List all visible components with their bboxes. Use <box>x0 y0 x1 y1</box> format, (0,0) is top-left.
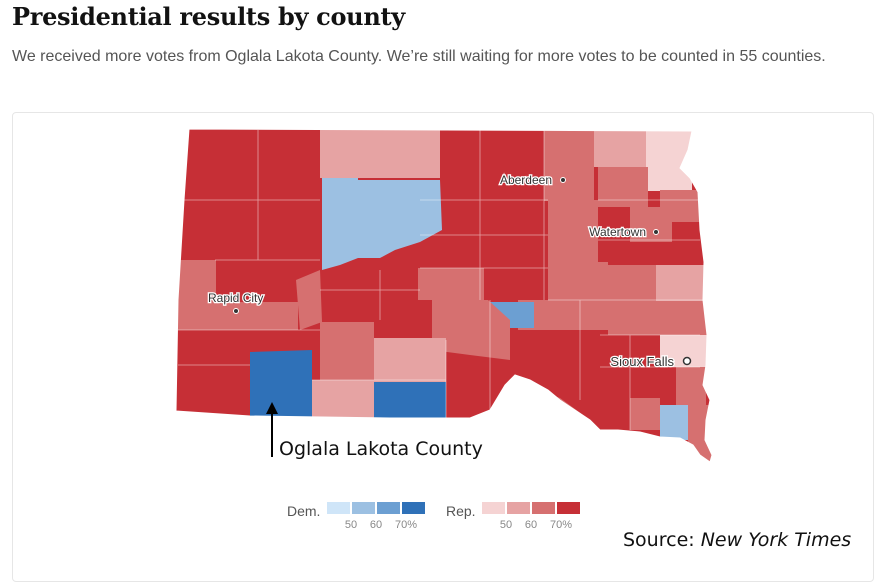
legend-dem-label: Dem. <box>287 503 321 519</box>
county-meade-west <box>178 260 216 302</box>
county-dewey <box>358 180 442 258</box>
county-lincoln <box>676 367 706 405</box>
county-spink <box>548 200 598 262</box>
county-moody <box>644 301 680 335</box>
county-codington <box>630 207 672 242</box>
county-brule <box>432 300 510 360</box>
legend-dem-tick-60: 60 <box>369 519 383 531</box>
county-bennett <box>312 380 376 420</box>
page-subtitle: We received more votes from Oglala Lakot… <box>12 48 826 65</box>
legend-swatch-rep-3 <box>532 502 555 514</box>
county-lyman <box>374 338 446 382</box>
county-union-east <box>688 405 712 462</box>
city-dot-sioux-falls <box>682 356 692 366</box>
city-aberdeen: Aberdeen <box>499 172 566 188</box>
legend-swatch-rep-4 <box>557 502 580 514</box>
county-day <box>598 167 648 207</box>
county-roberts <box>646 131 692 191</box>
city-dot-rapid-city <box>233 308 239 314</box>
legend: Dem. 50 60 70% Rep. 50 60 70% <box>0 500 888 540</box>
counties <box>170 125 712 462</box>
county-marshall <box>594 131 648 167</box>
county-hughes-east <box>418 268 484 300</box>
arrow-head-icon <box>266 402 278 414</box>
legend-swatch-dem-4 <box>402 502 425 514</box>
city-sioux-falls: Sioux Falls <box>609 353 692 370</box>
legend-dem-tick-70: 70% <box>394 519 418 531</box>
source-name: New York Times <box>700 529 852 551</box>
county-union <box>660 405 688 440</box>
county-beadle <box>548 262 608 302</box>
county-pennington <box>178 302 298 330</box>
county-map: Aberdeen Watertown Rapid City Sioux Fall… <box>170 125 713 463</box>
city-watertown: Watertown <box>588 224 659 240</box>
county-todd <box>374 382 446 420</box>
county-kingsbury <box>608 265 656 301</box>
legend-swatch-dem-1 <box>327 502 350 514</box>
legend-rep-tick-50: 50 <box>499 519 513 531</box>
source-credit: Source: New York Times <box>623 529 851 551</box>
city-dot-aberdeen <box>560 177 566 183</box>
annotation-arrow <box>266 402 278 457</box>
county-clay <box>630 398 660 430</box>
legend-swatch-dem-3 <box>377 502 400 514</box>
county-jones <box>320 322 374 380</box>
annotation-label: Oglala Lakota County <box>279 438 483 460</box>
county-stanley-strip <box>296 270 322 330</box>
county-dewey-west <box>322 178 358 270</box>
county-borders <box>178 130 710 430</box>
city-label-aberdeen: Aberdeen <box>500 173 552 187</box>
legend-dem-tick-50: 50 <box>344 519 358 531</box>
city-label-rapid-city: Rapid City <box>208 291 263 305</box>
source-prefix: Source: <box>623 529 695 551</box>
city-rapid-city: Rapid City <box>207 290 265 314</box>
county-lake <box>608 301 644 335</box>
county-corson <box>320 130 440 178</box>
county-brookings <box>656 265 704 301</box>
legend-rep-label: Rep. <box>446 503 476 519</box>
legend-swatch-rep-1 <box>482 502 505 514</box>
city-label-sioux-falls: Sioux Falls <box>610 354 674 369</box>
state-outline <box>175 128 713 463</box>
legend-rep-tick-70: 70% <box>549 519 573 531</box>
city-label-watertown: Watertown <box>589 225 646 239</box>
county-oglala-lakota <box>250 350 312 420</box>
legend-rep-tick-60: 60 <box>524 519 538 531</box>
legend-swatch-dem-2 <box>352 502 375 514</box>
legend-swatch-rep-2 <box>507 502 530 514</box>
city-dot-watertown <box>653 229 659 235</box>
page-title: Presidential results by county <box>12 2 405 31</box>
county-brown-east <box>544 131 594 201</box>
